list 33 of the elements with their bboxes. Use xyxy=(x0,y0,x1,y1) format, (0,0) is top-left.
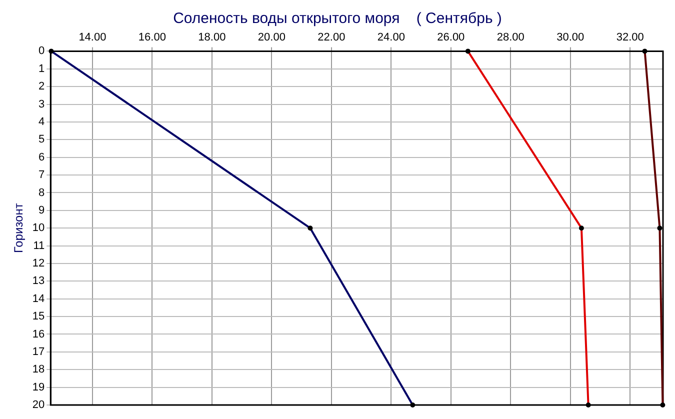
x-tick-label: 24.00 xyxy=(377,32,405,44)
y-tick-label: 16 xyxy=(32,328,45,340)
y-tick-label: 7 xyxy=(38,169,45,182)
x-tick-label: 20.00 xyxy=(258,32,286,44)
x-tick-label: 30.00 xyxy=(556,32,584,44)
x-tick-label: 16.00 xyxy=(138,32,166,44)
x-tick-label: 28.00 xyxy=(496,32,524,44)
chart-title: Соленость воды открытого моря ( Сентябрь ) xyxy=(172,10,503,27)
y-axis-title: Горизонт xyxy=(12,202,26,254)
x-tick-label: 32.00 xyxy=(616,32,644,44)
x-tick-label: 22.00 xyxy=(318,32,346,44)
y-tick-label: 14 xyxy=(32,292,45,305)
y-tick-label: 1 xyxy=(38,62,45,75)
y-tick-label: 15 xyxy=(32,310,45,323)
y-tick-label: 17 xyxy=(32,346,45,358)
x-tick-label: 14.00 xyxy=(78,32,106,44)
y-tick-label: 11 xyxy=(33,240,45,252)
y-tick-label: 10 xyxy=(32,222,45,234)
y-tick-label: 9 xyxy=(38,204,45,216)
x-tick-label: 18.00 xyxy=(198,32,226,44)
y-tick-label: 12 xyxy=(32,258,45,270)
y-tick-label: 18 xyxy=(32,364,45,376)
y-tick-label: 13 xyxy=(32,275,45,288)
y-tick-label: 6 xyxy=(38,151,45,164)
y-tick-label: 19 xyxy=(32,381,45,394)
y-tick-label: 5 xyxy=(38,134,45,146)
y-tick-label: 8 xyxy=(38,186,45,199)
y-tick-label: 0 xyxy=(38,45,45,58)
y-tick-label: 2 xyxy=(38,80,45,93)
y-tick-label: 3 xyxy=(38,98,45,110)
x-tick-label: 26.00 xyxy=(437,32,465,44)
y-tick-label: 20 xyxy=(32,399,45,412)
y-tick-label: 4 xyxy=(38,116,45,128)
